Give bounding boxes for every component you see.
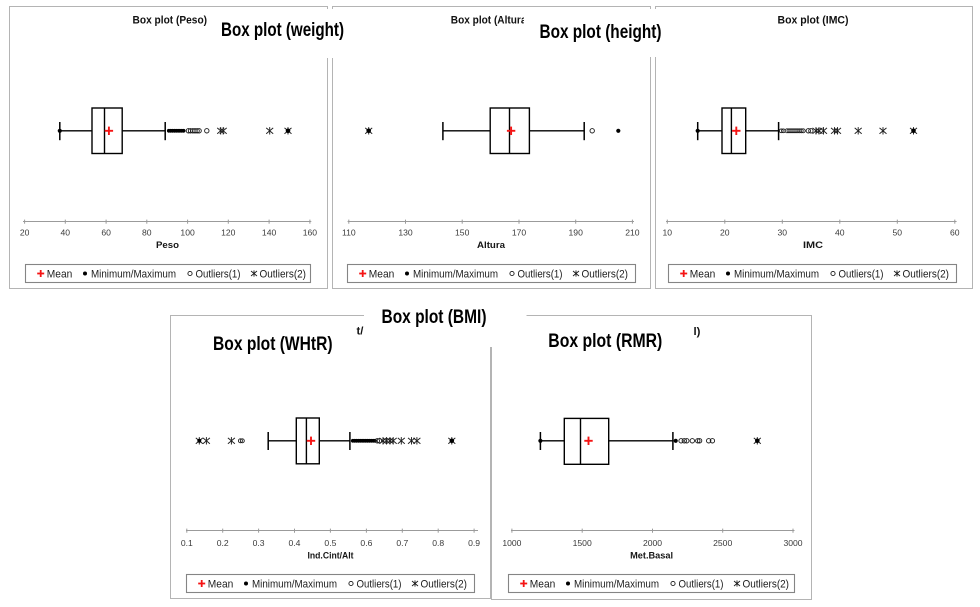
svg-text:2000: 2000 [643,538,662,548]
svg-text:130: 130 [398,228,413,238]
svg-text:0.1: 0.1 [181,538,193,548]
svg-text:210: 210 [625,228,640,238]
svg-text:100: 100 [180,228,195,238]
svg-text:60: 60 [950,228,960,238]
svg-text:1500: 1500 [573,538,592,548]
svg-text:Outliers(2): Outliers(2) [743,578,790,590]
svg-text:120: 120 [221,228,236,238]
svg-text:0.3: 0.3 [253,538,265,548]
svg-text:Altura: Altura [477,240,506,251]
svg-text:Box plot (RMR): Box plot (RMR) [548,331,662,352]
svg-text:Box plot (Altura): Box plot (Altura) [451,15,530,27]
svg-text:Minimum/Maximum: Minimum/Maximum [252,578,337,590]
svg-text:Ind.Cint/Alt: Ind.Cint/Alt [308,551,355,562]
svg-text:Met.Basal: Met.Basal [630,551,673,562]
svg-text:160: 160 [303,228,318,238]
svg-text:60: 60 [101,228,111,238]
svg-text:Box plot (BMI): Box plot (BMI) [382,307,487,328]
svg-text:20: 20 [20,228,30,238]
svg-text:40: 40 [835,228,845,238]
svg-text:Box plot (weight): Box plot (weight) [221,19,344,41]
svg-text:t/: t/ [357,326,365,338]
svg-text:Outliers(1): Outliers(1) [357,578,402,590]
svg-text:170: 170 [512,228,527,238]
svg-text:20: 20 [720,228,730,238]
svg-text:Outliers(1): Outliers(1) [196,268,241,280]
svg-text:Mean: Mean [530,578,556,590]
svg-text:Minimum/Maximum: Minimum/Maximum [413,268,498,280]
svg-text:Outliers(2): Outliers(2) [260,268,307,280]
svg-text:1000: 1000 [502,538,521,548]
svg-text:150: 150 [455,228,470,238]
svg-text:Outliers(2): Outliers(2) [582,268,629,280]
svg-text:0.5: 0.5 [324,538,336,548]
svg-text:10: 10 [663,228,673,238]
svg-text:190: 190 [569,228,584,238]
svg-text:2500: 2500 [713,538,732,548]
svg-text:Outliers(1): Outliers(1) [518,268,563,280]
svg-text:Box plot (height): Box plot (height) [540,21,662,43]
svg-text:Outliers(2): Outliers(2) [421,578,468,590]
svg-text:IMC: IMC [803,240,823,251]
svg-text:Mean: Mean [690,268,716,280]
svg-text:0.4: 0.4 [289,538,301,548]
svg-text:Box plot (Peso): Box plot (Peso) [133,15,208,27]
svg-text:Mean: Mean [369,268,395,280]
svg-text:l): l) [694,326,701,338]
svg-text:30: 30 [778,228,788,238]
svg-text:110: 110 [342,228,356,238]
svg-text:40: 40 [61,228,71,238]
svg-text:Box plot (IMC): Box plot (IMC) [778,15,849,27]
svg-text:0.9: 0.9 [468,538,480,548]
svg-text:Mean: Mean [208,578,234,590]
svg-text:0.8: 0.8 [432,538,444,548]
svg-text:Outliers(1): Outliers(1) [679,578,724,590]
svg-text:Outliers(2): Outliers(2) [903,268,950,280]
svg-text:0.2: 0.2 [217,538,229,548]
svg-text:Minimum/Maximum: Minimum/Maximum [91,268,176,280]
svg-text:3000: 3000 [783,538,802,548]
svg-text:80: 80 [142,228,152,238]
svg-text:Outliers(1): Outliers(1) [839,268,884,280]
svg-text:50: 50 [893,228,903,238]
svg-text:Minimum/Maximum: Minimum/Maximum [574,578,659,590]
svg-text:Minimum/Maximum: Minimum/Maximum [734,268,819,280]
svg-text:0.6: 0.6 [360,538,372,548]
svg-text:Box plot (WHtR): Box plot (WHtR) [213,334,333,355]
svg-text:0.7: 0.7 [396,538,408,548]
svg-text:Peso: Peso [156,240,179,251]
svg-text:Mean: Mean [47,268,73,280]
svg-text:140: 140 [262,228,277,238]
